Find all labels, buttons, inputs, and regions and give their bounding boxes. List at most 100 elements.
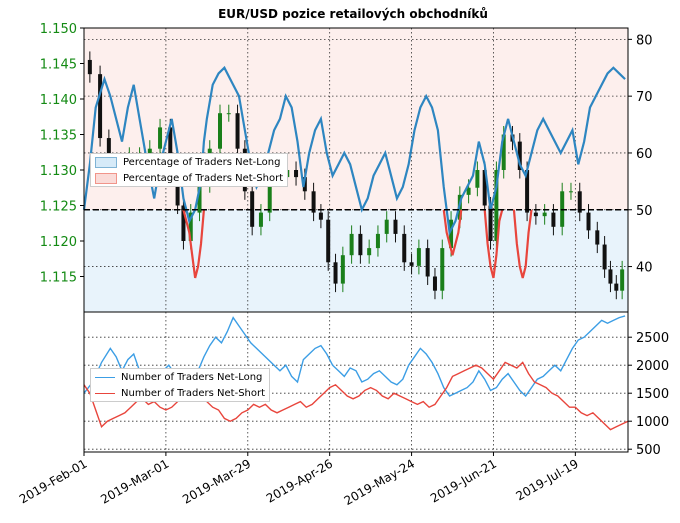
legend-item-net-short: Percentage of Traders Net-Short bbox=[91, 170, 287, 186]
candle-body bbox=[482, 170, 487, 206]
count-tick-label: 2000 bbox=[636, 359, 669, 374]
net-short-percent-line bbox=[512, 209, 533, 279]
candle-body bbox=[409, 262, 414, 266]
candle-body bbox=[333, 262, 338, 284]
candle-body bbox=[375, 233, 380, 249]
candle-body bbox=[349, 233, 354, 256]
x-tick-label: 2019-Jul-19 bbox=[514, 456, 581, 503]
candle-body bbox=[595, 230, 600, 245]
candle-body bbox=[294, 170, 299, 178]
x-tick-label: 2019-Mar-29 bbox=[180, 456, 253, 506]
legend-swatch-net-short bbox=[95, 172, 117, 184]
percent-tick-label: 50 bbox=[636, 204, 653, 219]
candle-body bbox=[466, 187, 471, 195]
percent-tick-label: 70 bbox=[636, 90, 653, 105]
candle-body bbox=[551, 212, 556, 227]
candle-body bbox=[358, 233, 363, 256]
candle-body bbox=[318, 212, 323, 220]
candle-body bbox=[542, 212, 547, 217]
price-tick-label: 1.125 bbox=[40, 200, 77, 215]
candle-body bbox=[197, 184, 202, 213]
candle-body bbox=[577, 191, 582, 213]
candle-body bbox=[188, 212, 193, 241]
candle-body bbox=[488, 205, 493, 241]
price-tick-label: 1.115 bbox=[40, 271, 77, 286]
count-tick-label: 1000 bbox=[636, 415, 669, 430]
candle-body bbox=[440, 248, 445, 291]
candle-body bbox=[326, 219, 331, 263]
candle-body bbox=[602, 244, 607, 270]
legend-count: Number of Traders Net-Long Number of Tra… bbox=[90, 368, 271, 402]
chart-title: EUR/USD pozice retailových obchodníků bbox=[218, 7, 488, 21]
candle-body bbox=[340, 255, 345, 284]
legend-line-count-short bbox=[95, 392, 115, 394]
count-tick-label: 500 bbox=[636, 443, 661, 458]
legend-label-count-short: Number of Traders Net-Short bbox=[121, 387, 266, 399]
candle-body bbox=[218, 113, 222, 149]
candle-body bbox=[568, 191, 573, 193]
legend-item-net-long: Percentage of Traders Net-Long bbox=[91, 154, 287, 170]
net-short-percent-line bbox=[442, 209, 463, 256]
candle-body bbox=[620, 269, 625, 291]
candle-body bbox=[517, 141, 522, 170]
candle-body bbox=[384, 219, 389, 234]
candle-body bbox=[158, 127, 163, 149]
count-tick-label: 2500 bbox=[636, 331, 669, 346]
candle-body bbox=[614, 283, 619, 291]
x-tick-label: 2019-Mar-01 bbox=[98, 456, 171, 506]
x-tick-label: 2019-Apr-26 bbox=[264, 456, 335, 505]
candle-body bbox=[449, 219, 454, 249]
net-short-percent-line bbox=[483, 209, 504, 279]
candle-body bbox=[432, 276, 437, 291]
price-tick-label: 1.130 bbox=[40, 164, 77, 179]
percent-tick-label: 60 bbox=[636, 147, 653, 162]
x-tick-label: 2019-May-24 bbox=[342, 456, 417, 508]
net-short-percent-line bbox=[182, 209, 206, 279]
candle-body bbox=[250, 191, 255, 227]
price-tick-label: 1.140 bbox=[40, 93, 77, 108]
candle-body bbox=[494, 170, 499, 241]
percent-tick-label: 80 bbox=[636, 33, 653, 48]
price-tick-label: 1.150 bbox=[40, 22, 77, 37]
legend-item-count-short: Number of Traders Net-Short bbox=[91, 385, 269, 401]
price-tick-label: 1.145 bbox=[40, 58, 77, 73]
bottom-panel-frame bbox=[83, 311, 629, 453]
candle-body bbox=[98, 74, 103, 139]
legend-label-net-long: Percentage of Traders Net-Long bbox=[123, 156, 281, 168]
price-tick-label: 1.135 bbox=[40, 129, 77, 144]
candle-body bbox=[425, 248, 430, 277]
legend-label-count-long: Number of Traders Net-Long bbox=[121, 371, 263, 383]
candle-body bbox=[608, 269, 613, 284]
candle-body bbox=[181, 205, 186, 241]
count-tick-label: 1500 bbox=[636, 387, 669, 402]
candle-body bbox=[147, 148, 152, 156]
candle-body bbox=[226, 113, 231, 115]
legend-label-net-short: Percentage of Traders Net-Short bbox=[123, 172, 284, 184]
candle-body bbox=[525, 170, 530, 213]
candle-body bbox=[168, 127, 173, 163]
candle-body bbox=[586, 212, 591, 231]
legend-swatch-net-long bbox=[95, 156, 117, 168]
candle-body bbox=[367, 248, 372, 256]
candle-body bbox=[475, 170, 480, 188]
net-long-zone-fill bbox=[84, 209, 628, 312]
candle-body bbox=[402, 233, 407, 263]
candle-body bbox=[416, 248, 421, 266]
legend-item-count-long: Number of Traders Net-Long bbox=[91, 369, 269, 385]
candle-body bbox=[267, 170, 272, 213]
candle-body bbox=[393, 219, 398, 234]
candle-body bbox=[533, 212, 538, 217]
candle-body bbox=[311, 191, 316, 213]
percent-tick-label: 40 bbox=[636, 261, 653, 276]
legend-percentage: Percentage of Traders Net-Long Percentag… bbox=[90, 153, 289, 187]
price-tick-label: 1.120 bbox=[40, 235, 77, 250]
x-tick-label: 2019-Jun-21 bbox=[428, 456, 499, 505]
legend-line-count-long bbox=[95, 376, 115, 378]
candle-body bbox=[258, 212, 263, 227]
candle-body bbox=[235, 113, 240, 149]
candle-body bbox=[501, 134, 506, 170]
x-tick-label: 2019-Feb-01 bbox=[17, 456, 90, 506]
candle-body bbox=[87, 59, 92, 75]
